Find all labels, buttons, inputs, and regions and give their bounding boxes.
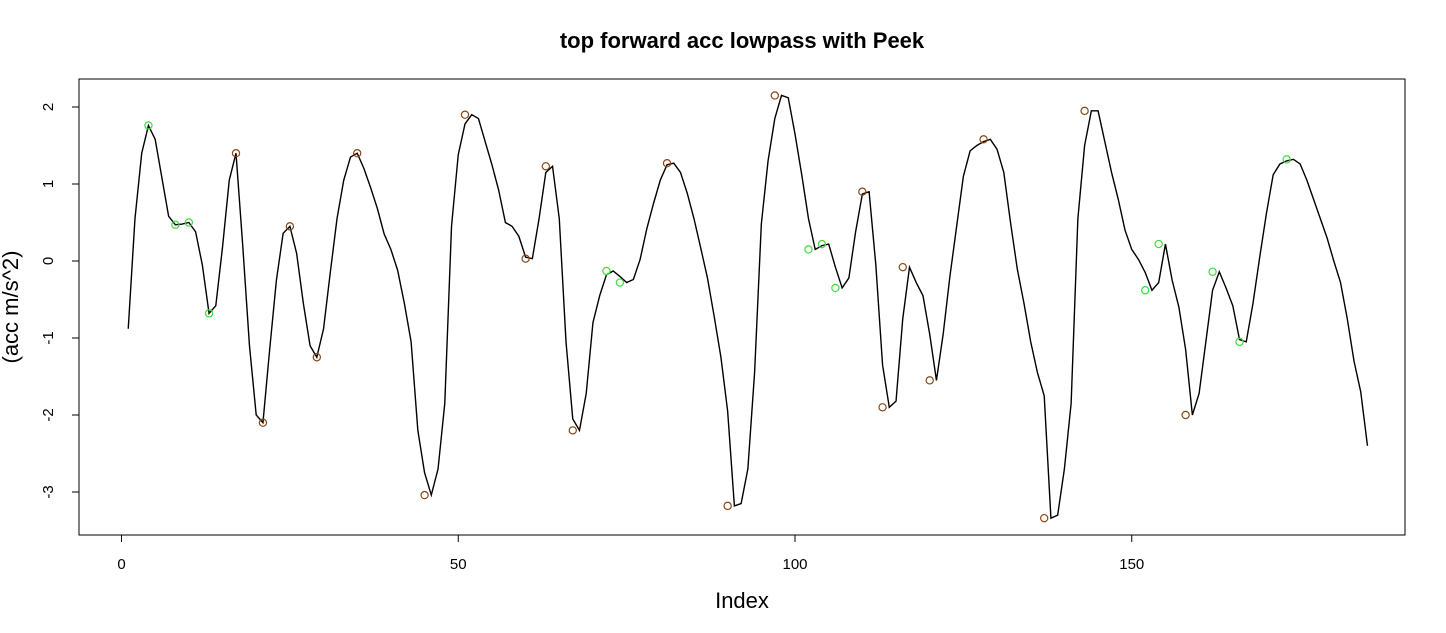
- brown-peak-marker: [723, 501, 732, 511]
- brown-peak-marker: [353, 148, 362, 158]
- y-axis-label: (acc m/s^2): [0, 251, 23, 364]
- brown-peak-marker: [925, 376, 934, 385]
- green-peak-marker: [1154, 239, 1163, 249]
- green-peak-marker: [1235, 337, 1244, 347]
- brown-peak-marker: [541, 162, 551, 171]
- green-peak-marker: [817, 239, 827, 249]
- green-peak-marker: [1208, 267, 1217, 276]
- chart-title: top forward acc lowpass with Peek: [560, 28, 925, 53]
- brown-peak-marker: [1080, 106, 1089, 116]
- green-peak-marker: [602, 266, 611, 276]
- green-peak-marker: [831, 283, 840, 293]
- y-tick-label: 0: [40, 257, 57, 265]
- y-tick-label: 1: [40, 180, 57, 188]
- brown-peak-marker: [898, 262, 907, 272]
- green-peak-marker: [804, 245, 813, 254]
- green-peak-marker: [184, 218, 194, 227]
- y-tick-label: 2: [40, 103, 57, 111]
- brown-peak-marker: [285, 222, 295, 231]
- brown-peak-marker: [878, 403, 887, 412]
- green-peak-marker: [204, 309, 214, 318]
- brown-peak-marker: [420, 490, 429, 500]
- x-tick-label: 0: [117, 556, 125, 573]
- green-peak-marker: [171, 220, 180, 230]
- brown-peak-marker: [979, 135, 988, 144]
- y-tick-label: -1: [40, 331, 57, 344]
- brown-peak-marker: [1181, 410, 1190, 420]
- brown-peak-marker: [1039, 513, 1049, 523]
- brown-peak-marker: [770, 91, 779, 100]
- brown-peak-marker: [568, 426, 577, 435]
- axis-ticks-group: 0 50 100 150 -3 -2 -1 0 1 2: [40, 103, 1144, 573]
- green-peak-marker: [615, 278, 625, 287]
- y-tick-label: -3: [40, 485, 57, 498]
- x-axis-label: Index: [715, 588, 769, 613]
- brown-peak-marker: [662, 159, 672, 168]
- x-tick-label: 150: [1119, 556, 1144, 573]
- green-peak-marker: [1141, 286, 1150, 295]
- brown-peak-marker: [312, 353, 322, 362]
- plot-area-frame: [78, 78, 1406, 536]
- brown-peak-marker: [231, 148, 241, 158]
- brown-peak-marker: [258, 418, 268, 427]
- series-line: [127, 94, 1369, 520]
- green-peak-marker: [1282, 155, 1291, 164]
- green-peak-marker: [144, 121, 153, 130]
- x-tick-label: 50: [450, 556, 467, 573]
- brown-peak-marker: [521, 254, 530, 263]
- peak-markers-group: [144, 91, 1291, 523]
- brown-peak-marker: [858, 187, 867, 196]
- series-group: [127, 94, 1369, 520]
- y-tick-label: -2: [40, 408, 57, 421]
- brown-peak-marker: [460, 110, 470, 119]
- x-tick-label: 100: [782, 556, 807, 573]
